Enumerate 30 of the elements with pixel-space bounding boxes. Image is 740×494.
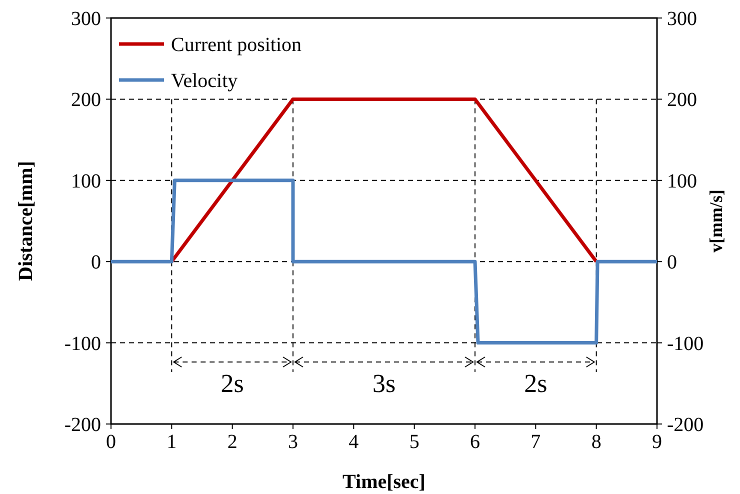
x-tick-label: 0 — [106, 431, 116, 453]
y-tick-label: -100 — [64, 332, 101, 355]
legend-label: Velocity — [171, 70, 238, 92]
x-tick-label: 9 — [652, 431, 662, 453]
y2-tick-label: 300 — [667, 8, 697, 30]
y-tick-label: 100 — [71, 170, 101, 192]
x-tick-label: 6 — [470, 431, 480, 453]
y2-tick-label: 100 — [667, 170, 697, 192]
y-tick-label: 0 — [91, 252, 101, 274]
y2-tick-label: -100 — [667, 332, 704, 355]
y-axis-title: Distance[mm] — [15, 161, 37, 281]
y2-tick-label: 0 — [667, 252, 677, 274]
x-tick-label: 4 — [348, 431, 359, 453]
y2-axis-title: v[mm/s] — [706, 190, 726, 252]
x-tick-label: 2 — [227, 431, 238, 453]
x-tick-label: 5 — [409, 431, 420, 453]
annotation: 2s — [524, 369, 548, 398]
y-tick-label: 300 — [71, 8, 101, 30]
x-tick-label: 3 — [288, 431, 298, 453]
y-tick-label: 200 — [71, 89, 101, 112]
y-tick-label: -200 — [64, 414, 101, 436]
annotation: 2s — [220, 369, 244, 398]
y2-tick-label: -200 — [667, 414, 704, 436]
x-tick-label: 8 — [591, 431, 602, 453]
annotation: 3s — [372, 369, 396, 398]
x-tick-label: 7 — [530, 431, 541, 453]
x-tick-label: 1 — [166, 431, 177, 453]
y2-tick-label: 200 — [667, 89, 697, 112]
legend-label: Current position — [171, 34, 302, 56]
x-axis-title: Time[sec] — [342, 471, 426, 493]
